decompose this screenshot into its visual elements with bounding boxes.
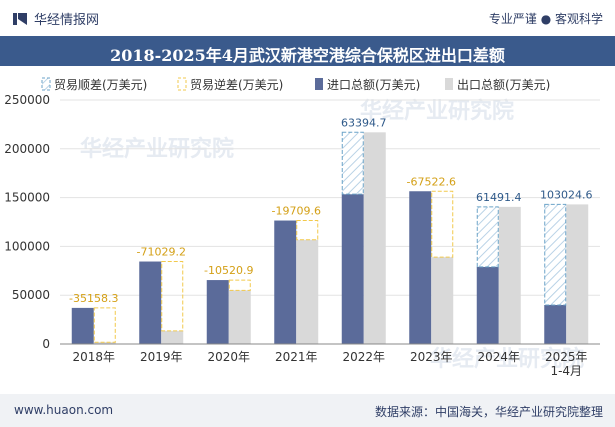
deficit-bar <box>431 190 454 258</box>
deficit-bar <box>228 279 251 291</box>
import-bar <box>139 261 162 344</box>
legend: 贸易顺差(万美元) 贸易逆差(万美元) 进口总额(万美元) 出口总额(万美元) <box>41 77 550 92</box>
slogan: 专业严谨 ● 客观科学 <box>488 12 603 26</box>
x-tick-label: 2024年 <box>477 350 520 364</box>
export-bar <box>431 257 454 344</box>
export-bar <box>363 132 386 344</box>
y-tick-label: 100000 <box>4 239 50 253</box>
legend-swatch-surplus <box>41 77 51 91</box>
watermark-text: 华经产业研究院 <box>430 346 584 372</box>
balance-label: 103024.6 <box>540 188 593 201</box>
x-tick-label: 2025年 <box>545 350 588 364</box>
brand: 华经情报网 <box>12 9 99 28</box>
chart-title: 2018-2025年4月武汉新港空港综合保税区进出口差额 <box>110 46 505 65</box>
legend-label: 贸易顺差(万美元) <box>54 78 147 92</box>
import-bar <box>206 280 229 344</box>
x-tick-label: 1-4月 <box>550 364 582 378</box>
x-tick-label: 2018年 <box>72 350 115 364</box>
export-bar <box>228 290 251 344</box>
deficit-bar <box>296 220 319 241</box>
y-tick-label: 150000 <box>4 191 50 205</box>
footer: www.huaon.com 数据来源：中国海关，华经产业研究院整理 <box>0 394 615 427</box>
export-bar <box>296 239 319 344</box>
x-tick-label: 2023年 <box>410 350 453 364</box>
import-bar <box>341 194 364 344</box>
site-url: www.huaon.com <box>14 403 114 417</box>
balance-label: -10520.9 <box>204 264 253 277</box>
watermark-text: 华经产业研究院 <box>360 98 514 124</box>
legend-swatch-import <box>315 78 323 90</box>
brand-name: 华经情报网 <box>34 13 100 28</box>
legend-label: 进口总额(万美元) <box>327 78 420 92</box>
balance-label: -71029.2 <box>137 246 186 259</box>
surplus-bar <box>544 203 567 306</box>
top-bar: 华经情报网 专业严谨 ● 客观科学 <box>0 0 615 36</box>
legend-swatch-deficit <box>177 77 187 91</box>
x-tick-label: 2021年 <box>275 350 318 364</box>
legend-swatch-export <box>445 78 453 90</box>
x-tick-label: 2019年 <box>140 350 183 364</box>
balance-label: -35158.3 <box>69 292 118 305</box>
legend-label: 出口总额(万美元) <box>457 78 550 92</box>
export-bar <box>566 204 589 344</box>
y-tick-label: 250000 <box>4 93 50 107</box>
balance-label: -19709.6 <box>272 205 321 218</box>
title-bar: 2018-2025年4月武汉新港空港综合保税区进出口差额 <box>0 36 615 66</box>
x-tick-label: 2020年 <box>207 350 250 364</box>
y-tick-label: 200000 <box>4 142 50 156</box>
balance-label: 61491.4 <box>476 191 522 204</box>
y-tick-label: 50000 <box>12 288 50 302</box>
deficit-bar <box>93 307 116 343</box>
legend-label: 贸易逆差(万美元) <box>190 77 283 92</box>
labels: -35158.3 -71029.2 -10520.9 -19709.6 63394.7 -… <box>69 116 592 305</box>
balance-label: -67522.6 <box>407 175 456 188</box>
balance-label: 63394.7 <box>341 116 387 129</box>
import-bar <box>274 220 297 344</box>
import-bar <box>71 307 94 344</box>
surplus-bar <box>341 131 364 195</box>
bars <box>71 131 589 344</box>
export-bar <box>498 206 521 344</box>
logo-icon <box>13 13 27 25</box>
export-bar <box>93 342 116 344</box>
data-source: 数据来源：中国海关，华经产业研究院整理 <box>374 405 603 419</box>
deficit-bar <box>161 261 184 332</box>
y-tick-label: 0 <box>42 337 50 351</box>
import-bar <box>409 191 432 344</box>
x-tick-label: 2022年 <box>342 350 385 364</box>
surplus-bar <box>476 206 499 268</box>
import-bar <box>544 304 567 344</box>
chart: 贸易顺差(万美元) 贸易逆差(万美元) 进口总额(万美元) 出口总额(万美元) 华经产… <box>4 77 600 378</box>
import-bar <box>476 266 499 344</box>
axes: 0 50000 100000 150000 200000 250000 2018年 2019年… <box>4 93 600 378</box>
export-bar <box>161 330 184 344</box>
